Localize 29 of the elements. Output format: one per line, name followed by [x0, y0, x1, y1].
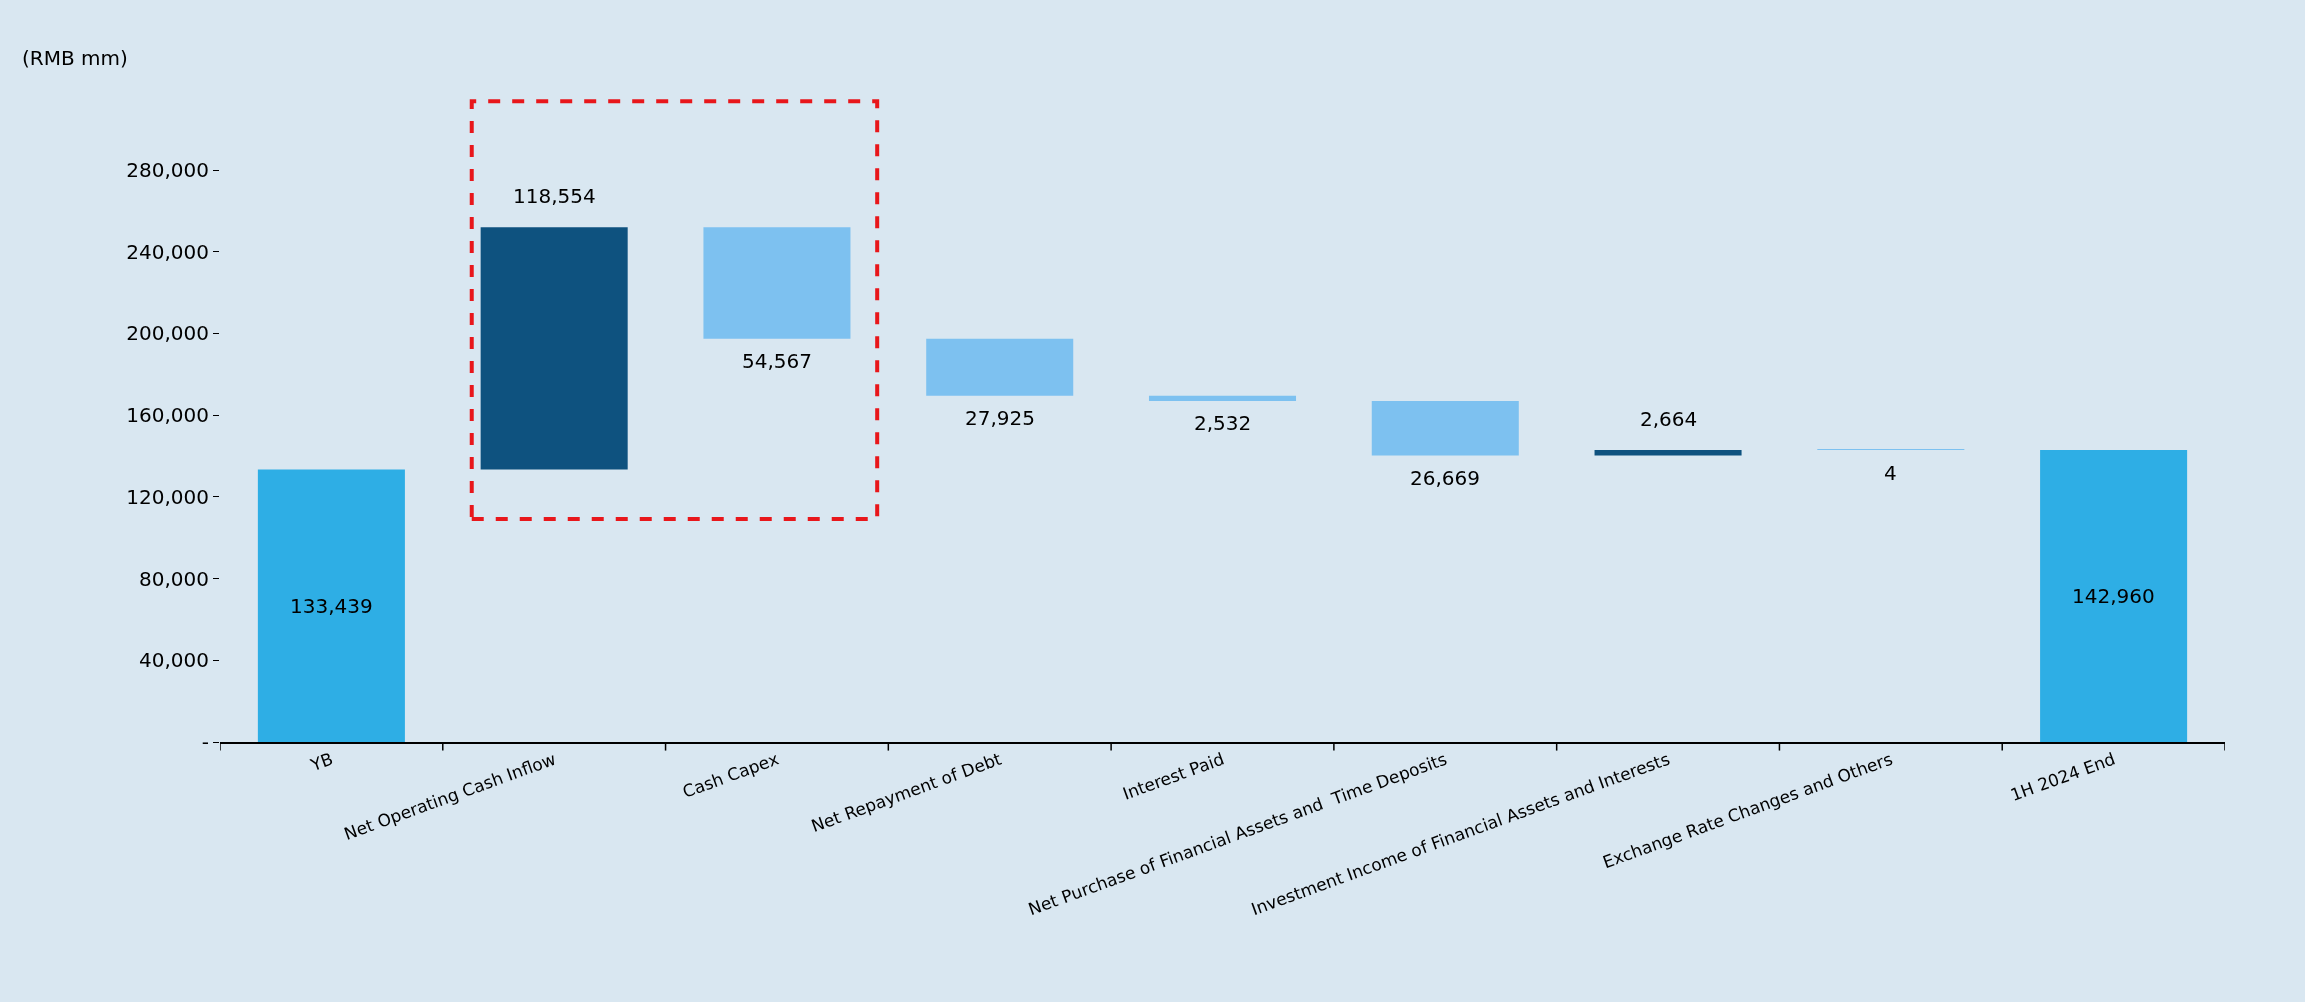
y-tick-label: 80,000	[139, 566, 209, 591]
y-tick-label: 160,000	[126, 403, 209, 428]
data-label: 54,567	[742, 349, 812, 373]
data-label: 27,925	[965, 406, 1035, 430]
data-label: 142,960	[2072, 584, 2155, 608]
y-tick-label: 240,000	[126, 239, 209, 264]
bar	[257, 469, 405, 742]
data-label: 118,554	[513, 184, 596, 208]
data-label: 4	[1884, 461, 1897, 485]
y-tick-label: -	[201, 730, 209, 754]
x-tick-label: Cash Capex	[679, 748, 782, 802]
bar	[703, 227, 851, 339]
bar	[1148, 395, 1297, 401]
bar	[1594, 449, 1742, 456]
bar	[1371, 400, 1519, 456]
x-tick-label: 1H 2024 End	[2007, 748, 2118, 806]
y-tick-label: 280,000	[126, 158, 209, 182]
y-axis-title: (RMB mm)	[22, 46, 128, 70]
data-label: 133,439	[290, 594, 373, 618]
bar	[926, 338, 1074, 396]
bar	[480, 227, 628, 470]
y-tick-label: 200,000	[126, 321, 209, 346]
y-tick-label: 40,000	[139, 648, 209, 673]
y-tick-label: 120,000	[126, 484, 209, 509]
bar	[2040, 449, 2188, 742]
data-label: 26,669	[1410, 466, 1480, 490]
data-label: 2,532	[1194, 411, 1252, 435]
data-label: 2,664	[1640, 407, 1698, 431]
x-tick-label: YB	[307, 748, 336, 776]
